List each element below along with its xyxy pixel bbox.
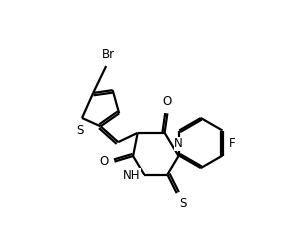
Text: F: F [229,137,235,150]
Text: Br: Br [101,48,115,61]
Text: O: O [100,155,109,168]
Text: S: S [76,124,84,137]
Text: S: S [180,197,187,210]
Text: NH: NH [123,169,141,182]
Text: N: N [174,137,183,150]
Text: O: O [163,95,172,108]
